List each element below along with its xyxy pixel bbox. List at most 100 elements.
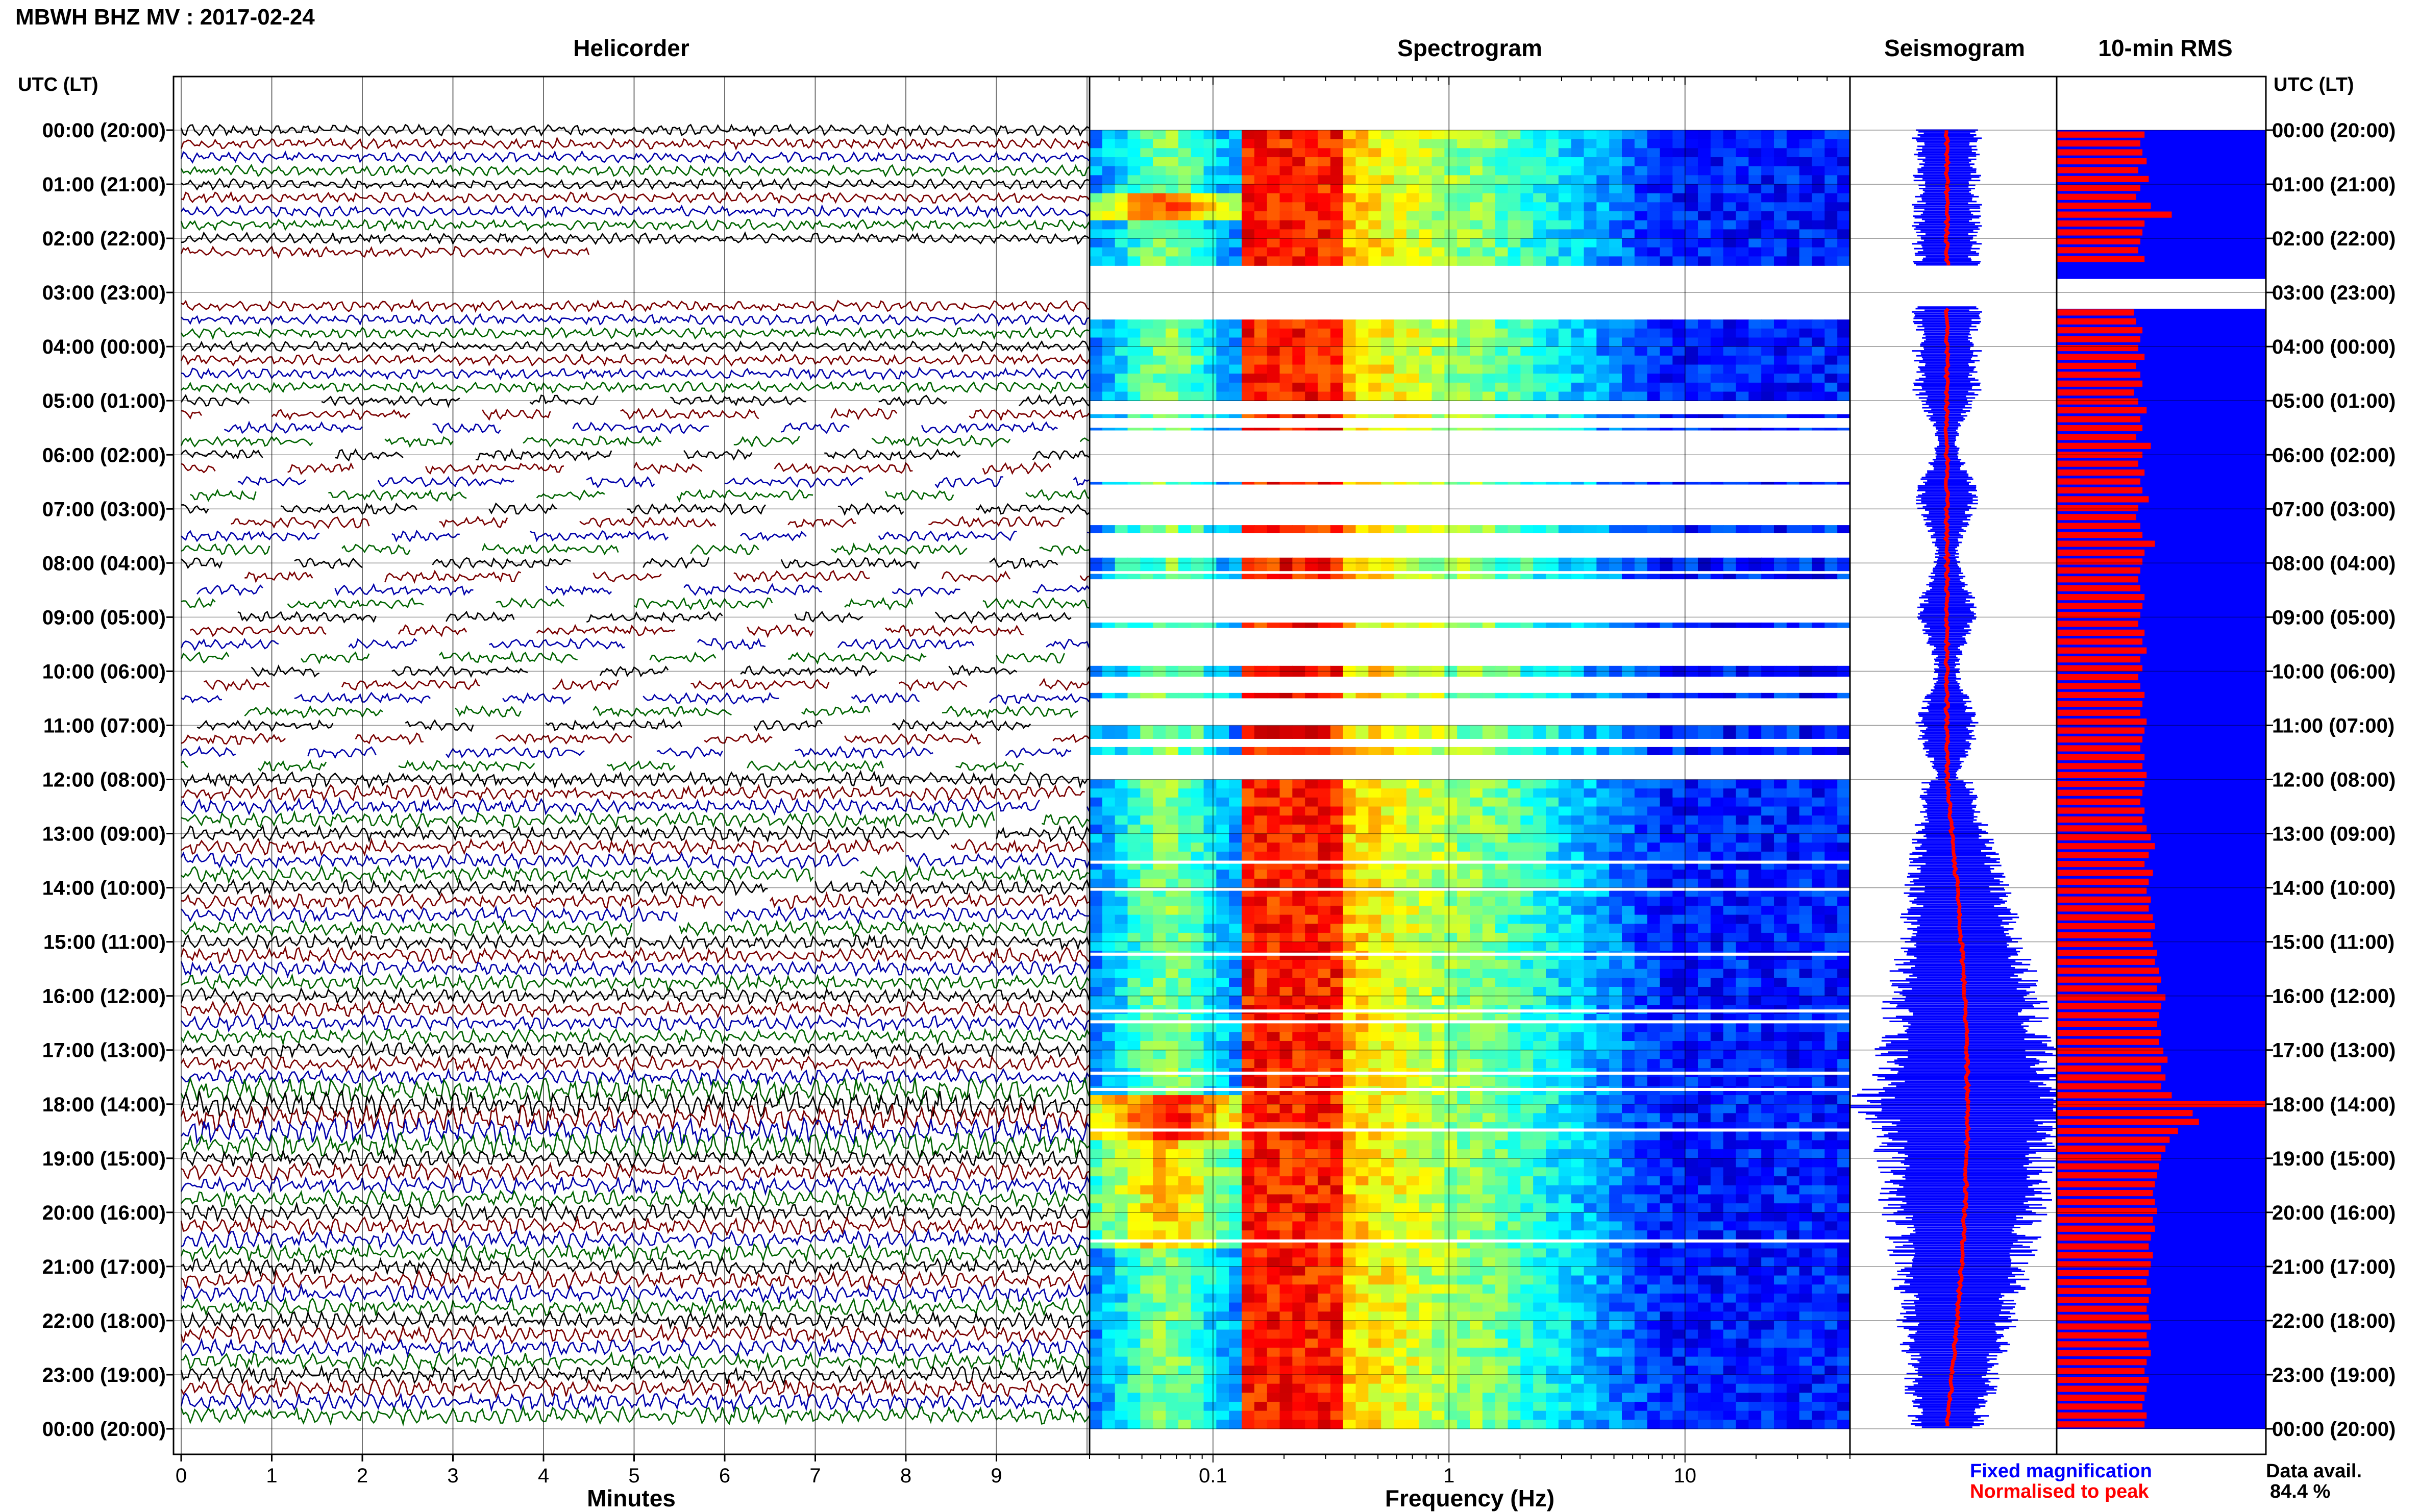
spectrogram-cell (1127, 824, 1141, 834)
spectrogram-cell (1723, 247, 1737, 257)
spectrogram-cell (1178, 166, 1192, 176)
spectrogram-cell (1786, 1095, 1800, 1105)
spectrogram-cell (1470, 355, 1483, 365)
spectrogram-cell (1090, 130, 1103, 140)
spectrogram-cell (1609, 166, 1622, 176)
spectrogram-cell (1292, 1113, 1306, 1123)
spectrogram-cell (1090, 941, 1103, 952)
spectrogram-cell (1837, 878, 1850, 888)
spectrogram-cell (1723, 428, 1737, 431)
spectrogram-cell (1292, 148, 1306, 158)
spectrogram-cell (1330, 897, 1344, 906)
spectrogram-cell (1242, 229, 1255, 239)
spectrogram-cell (1140, 1194, 1154, 1204)
spectrogram-cell (1685, 428, 1698, 431)
spectrogram-cell (1419, 833, 1433, 844)
spectrogram-cell (1330, 328, 1344, 338)
spectrogram-cell (1153, 1113, 1166, 1123)
spectrogram-cell (1381, 229, 1394, 239)
spectrogram-cell (1102, 779, 1116, 789)
spectrogram-cell (1419, 1176, 1433, 1186)
spectrogram-cell (1786, 1023, 1800, 1033)
spectrogram-cell (1660, 557, 1673, 572)
spectrogram-cell (1634, 878, 1648, 888)
spectrogram-cell (1381, 574, 1394, 580)
spectrogram-cell (1584, 130, 1597, 140)
spectrogram-cell (1710, 747, 1724, 755)
spectrogram-cell (1229, 941, 1242, 952)
spectrogram-cell (1520, 1095, 1534, 1105)
spectrogram-cell (1444, 557, 1458, 572)
spectrogram-cell (1596, 622, 1610, 628)
spectrogram-cell (1723, 238, 1737, 248)
spectrogram-cell (1279, 428, 1293, 431)
spectrogram-cell (1254, 622, 1268, 628)
spectrogram-cell (1710, 851, 1724, 861)
spectrogram-cell (1837, 220, 1850, 230)
spectrogram-cell (1292, 1032, 1306, 1042)
spectrogram-cell (1115, 897, 1128, 906)
spectrogram-cell (1698, 193, 1711, 203)
spectrogram-cell (1191, 788, 1204, 798)
spectrogram-cell (1812, 193, 1825, 203)
spectrogram-cell (1203, 1023, 1217, 1033)
spectrogram-cell (1229, 897, 1242, 906)
spectrogram-cell (1558, 319, 1572, 329)
spectrogram-cell (1824, 1032, 1838, 1042)
spectrogram-cell (1470, 238, 1483, 248)
spectrogram-cell (1748, 747, 1762, 755)
spectrogram-cell (1406, 1023, 1420, 1033)
spectrogram-cell (1229, 924, 1242, 933)
spectrogram-cell (1140, 788, 1154, 798)
spectrogram-cell (1672, 878, 1686, 888)
spectrogram-cell (1634, 1158, 1648, 1168)
spectrogram-cell (1558, 139, 1572, 149)
spectrogram-cell (1127, 364, 1141, 374)
spectrogram-cell (1381, 1158, 1394, 1168)
spectrogram-cell (1786, 139, 1800, 149)
spectrogram-cell (1660, 247, 1673, 257)
spectrogram-cell (1279, 1149, 1293, 1159)
spectrogram-cell (1444, 1104, 1458, 1114)
spectrogram-cell (1837, 1167, 1850, 1177)
spectrogram-cell (1140, 747, 1154, 755)
spectrogram-cell (1406, 364, 1420, 374)
spectrogram-cell (1406, 797, 1420, 807)
spectrogram-cell (1774, 870, 1787, 879)
spectrogram-cell (1533, 1185, 1546, 1195)
spectrogram-cell (1090, 747, 1103, 755)
spectrogram-cell (1596, 1158, 1610, 1168)
spectrogram-cell (1166, 914, 1179, 925)
spectrogram-cell (1457, 1185, 1470, 1195)
spectrogram-cell (1178, 256, 1192, 266)
spectrogram-cell (1203, 878, 1217, 888)
spectrogram-cell (1786, 1113, 1800, 1123)
spectrogram-cell (1444, 175, 1458, 185)
spectrogram-cell (1647, 1176, 1661, 1186)
spectrogram-cell (1229, 166, 1242, 176)
spectrogram-cell (1267, 1140, 1280, 1150)
spectrogram-cell (1837, 833, 1850, 844)
spectrogram-cell (1558, 184, 1572, 194)
spectrogram-cell (1609, 211, 1622, 221)
spectrogram-cell (1609, 833, 1622, 844)
spectrogram-cell (1571, 779, 1585, 789)
spectrogram-cell (1748, 978, 1762, 987)
spectrogram-cell (1723, 211, 1737, 221)
spectrogram-cell (1685, 382, 1698, 392)
spectrogram-cell (1533, 788, 1546, 798)
spectrogram-cell (1191, 725, 1204, 739)
spectrogram-cell (1470, 932, 1483, 943)
spectrogram-cell (1216, 833, 1230, 844)
spectrogram-cell (1343, 914, 1356, 925)
spectrogram-cell (1267, 1023, 1280, 1033)
spectrogram-cell (1799, 211, 1813, 221)
spectrogram-cell (1508, 391, 1521, 402)
spectrogram-cell (1622, 788, 1635, 798)
spectrogram-cell (1824, 692, 1838, 699)
spectrogram-cell (1419, 692, 1433, 699)
spectrogram-cell (1546, 1050, 1559, 1060)
spectrogram-cell (1609, 184, 1622, 194)
spectrogram-cell (1482, 941, 1496, 952)
spectrogram-cell (1622, 806, 1635, 816)
